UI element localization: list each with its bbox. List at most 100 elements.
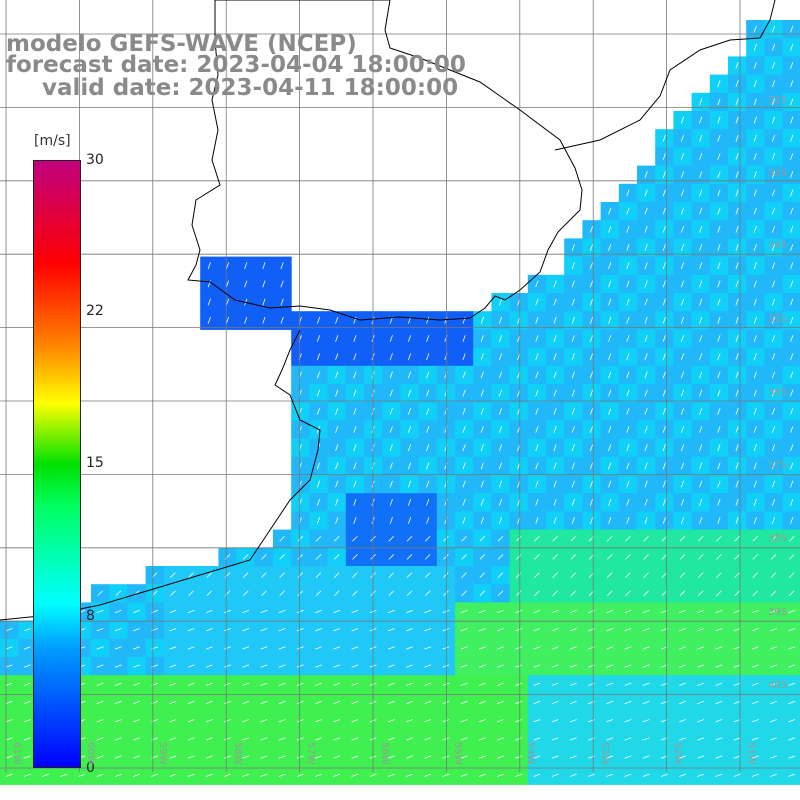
wind-arrow	[242, 719, 250, 723]
wind-arrow	[333, 664, 341, 668]
wind-arrow	[770, 664, 777, 668]
lon-label: 54W	[525, 742, 536, 765]
wind-arrow	[753, 25, 757, 33]
wind-arrow	[497, 535, 504, 542]
wind-arrow	[715, 719, 723, 723]
wind-arrow	[280, 262, 284, 270]
wind-arrow	[351, 755, 359, 759]
wind-arrow	[679, 700, 686, 705]
wind-arrow	[205, 628, 213, 632]
wind-arrow	[316, 498, 321, 506]
wind-arrow	[498, 480, 503, 488]
wind-arrow	[624, 737, 632, 741]
wind-arrow	[643, 590, 649, 597]
wind-arrow	[187, 646, 195, 650]
wind-arrow	[699, 462, 703, 470]
wind-arrow	[715, 682, 723, 686]
wind-arrow	[480, 426, 484, 433]
wind-arrow	[644, 353, 648, 361]
wind-arrow	[260, 609, 268, 614]
wind-arrow	[589, 280, 594, 288]
wind-arrow	[296, 609, 304, 614]
wind-arrow	[296, 719, 304, 723]
wind-arrow	[424, 554, 431, 560]
wind-arrow	[515, 554, 522, 560]
wind-arrow	[699, 189, 703, 197]
wind-arrow	[642, 719, 650, 723]
wind-arrow	[735, 462, 739, 470]
wind-arrow	[697, 664, 705, 668]
wind-arrow	[351, 609, 359, 614]
wind-arrow	[261, 572, 267, 578]
wind-arrow	[480, 407, 484, 415]
wind-arrow	[424, 628, 432, 632]
wind-arrow	[699, 371, 703, 379]
wind-arrow	[533, 628, 541, 632]
wind-arrow	[5, 719, 13, 723]
wind-arrow	[460, 737, 468, 741]
wind-arrow	[406, 700, 413, 705]
wind-arrow	[552, 590, 558, 597]
wind-arrow	[644, 280, 648, 288]
wind-arrow	[224, 755, 231, 759]
wind-arrow	[717, 134, 721, 142]
wind-arrow	[205, 682, 213, 686]
wind-arrow	[205, 755, 213, 759]
wind-arrow	[353, 498, 357, 506]
wind-arrow	[735, 316, 739, 324]
wind-arrow	[260, 700, 268, 705]
wind-arrow	[169, 700, 177, 705]
wind-arrow	[114, 737, 122, 741]
wind-arrow	[697, 628, 705, 632]
coastline	[187, 0, 776, 321]
wind-arrow	[225, 280, 230, 288]
wind-arrow	[533, 700, 541, 705]
wind-arrow	[569, 646, 577, 650]
wind-arrow	[771, 498, 776, 506]
wind-arrow	[699, 316, 703, 324]
wind-arrow	[387, 755, 395, 759]
wind-arrow	[515, 755, 523, 759]
wind-arrow	[498, 498, 503, 506]
wind-arrow	[699, 498, 703, 506]
wind-arrow	[426, 498, 430, 506]
wind-arrow	[96, 773, 104, 777]
wind-arrow	[224, 628, 231, 632]
wind-arrow	[242, 590, 249, 597]
wind-arrow	[697, 773, 705, 777]
wind-arrow	[315, 628, 322, 632]
wind-arrow	[535, 444, 539, 452]
wind-arrow	[315, 646, 322, 650]
wind-arrow	[114, 609, 122, 614]
wind-arrow	[662, 153, 666, 160]
wind-arrow	[23, 664, 31, 668]
wind-arrow	[735, 134, 739, 142]
wind-arrow	[424, 664, 432, 668]
wind-arrow	[788, 590, 795, 597]
wind-arrow	[589, 371, 594, 379]
wind-arrow	[315, 755, 322, 759]
wind-arrow	[225, 316, 230, 324]
wind-arrow	[735, 244, 739, 251]
wind-arrow	[333, 682, 341, 686]
wind-arrow	[790, 389, 794, 397]
wind-arrow	[553, 498, 557, 506]
wind-arrow	[626, 407, 630, 415]
wind-arrow	[662, 225, 666, 233]
wind-arrow	[278, 773, 286, 777]
wind-arrow	[387, 700, 395, 705]
wind-arrow	[244, 262, 248, 270]
wind-arrow	[224, 773, 231, 777]
wind-arrow	[788, 737, 796, 741]
wind-arrow	[315, 609, 322, 614]
wind-arrow	[699, 335, 703, 342]
wind-arrow	[206, 572, 213, 578]
wind-arrow	[771, 280, 776, 288]
wind-arrow	[551, 737, 559, 741]
wind-arrow	[644, 262, 648, 270]
wind-arrow	[788, 554, 795, 560]
wind-arrow	[699, 426, 703, 433]
wind-arrow	[460, 719, 468, 723]
wind-arrow	[752, 590, 759, 597]
wind-arrow	[771, 98, 776, 106]
